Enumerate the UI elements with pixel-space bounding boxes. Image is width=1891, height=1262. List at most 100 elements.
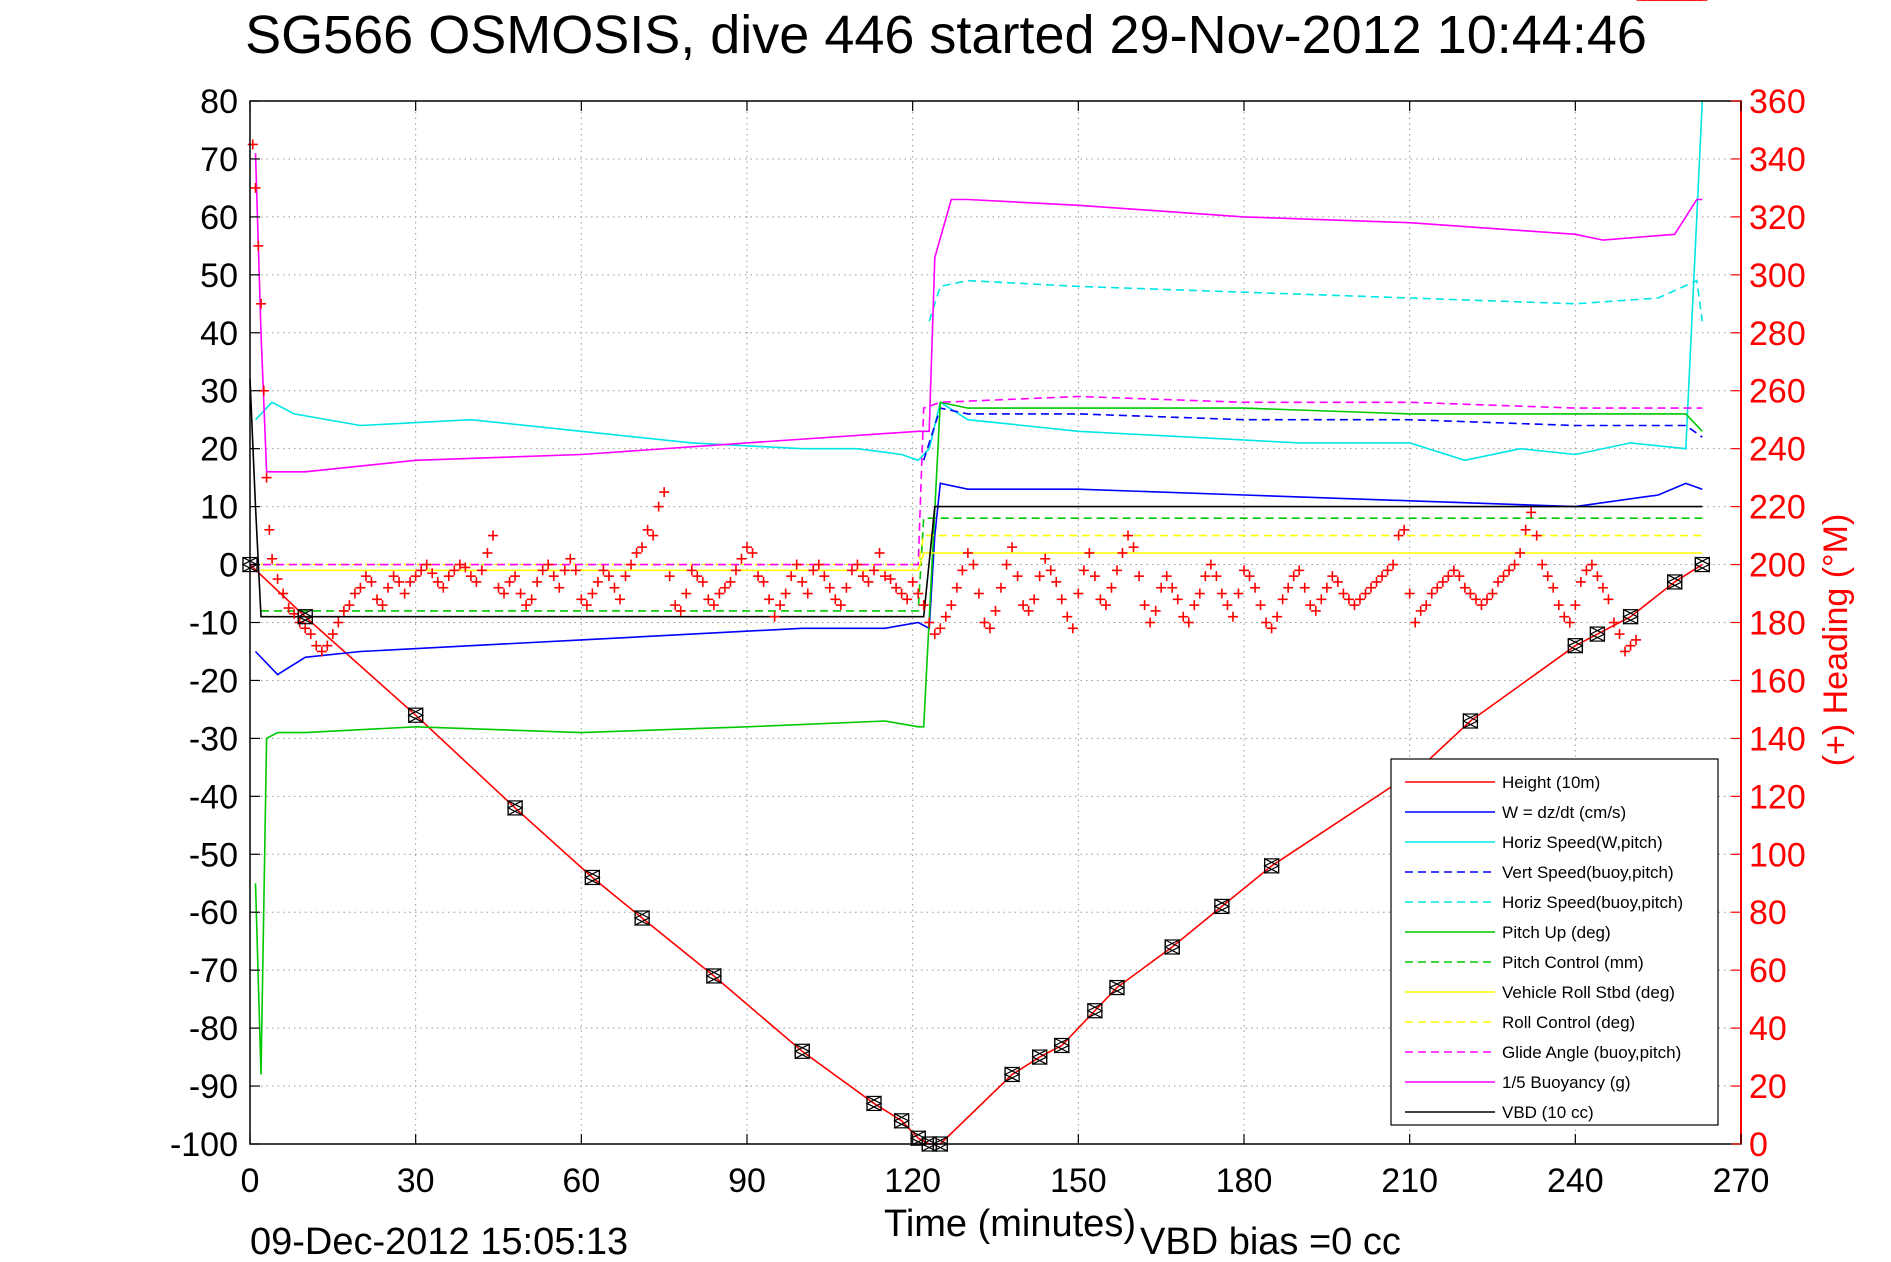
- tick-label-left: 10: [200, 489, 238, 527]
- legend-label: Roll Control (deg): [1502, 1013, 1635, 1032]
- series-line: [261, 534, 1703, 566]
- tick-label-x: 30: [397, 1162, 435, 1200]
- height-point: [1263, 857, 1280, 874]
- height-point: [1031, 1049, 1049, 1066]
- tick-label-x: 150: [1050, 1162, 1107, 1200]
- heading-point: [1288, 571, 1299, 582]
- tick-label-left: -80: [189, 1010, 238, 1048]
- height-point: [1053, 1037, 1071, 1054]
- tick-label-right: 260: [1749, 373, 1806, 411]
- tick-label-right: 160: [1749, 662, 1806, 700]
- heading-point: [300, 623, 311, 634]
- heading-point: [1448, 565, 1459, 576]
- tick-label-right: 0: [1749, 1126, 1768, 1164]
- height-point: [1163, 939, 1181, 955]
- heading-point: [1421, 600, 1432, 611]
- tick-label-right: 60: [1749, 952, 1787, 990]
- heading-point: [968, 559, 979, 570]
- heading-point: [780, 588, 791, 599]
- tick-label-x: 240: [1547, 1162, 1604, 1200]
- heading-point: [1437, 576, 1448, 587]
- heading-point: [261, 472, 272, 483]
- chart-title: SG566 OSMOSIS, dive 446 started 29-Nov-2…: [245, 5, 1647, 65]
- heading-point: [311, 640, 322, 651]
- heading-point: [1548, 582, 1559, 593]
- tick-label-right: 300: [1749, 257, 1806, 295]
- height-point: [705, 967, 723, 984]
- heading-point: [1117, 547, 1128, 558]
- heading-point: [377, 600, 388, 611]
- tick-label-right: 40: [1749, 1010, 1787, 1048]
- heading-point: [1227, 611, 1238, 622]
- heading-point: [1316, 594, 1327, 605]
- height-point: [1086, 1002, 1104, 1019]
- heading-point: [1321, 582, 1332, 593]
- heading-point: [1443, 571, 1454, 582]
- heading-point: [940, 611, 951, 622]
- heading-point: [576, 594, 587, 605]
- tick-label-right: 200: [1749, 547, 1806, 585]
- heading-point: [620, 571, 631, 582]
- height-point: [506, 799, 524, 816]
- heading-point: [256, 298, 267, 309]
- heading-point: [338, 605, 349, 616]
- heading-point: [487, 530, 498, 541]
- tick-label-left: -100: [170, 1126, 238, 1164]
- heading-point: [659, 487, 670, 498]
- heading-point: [250, 182, 261, 193]
- heading-point: [1167, 582, 1178, 593]
- legend: Height (10m) W = dz/dt (cm/s) Horiz Speed(…: [1390, 758, 1719, 1126]
- heading-point: [1631, 634, 1642, 645]
- heading-point: [786, 571, 797, 582]
- heading-point: [272, 574, 283, 585]
- heading-point: [344, 600, 355, 611]
- heading-point: [366, 576, 377, 587]
- legend-label: Height (10m): [1502, 773, 1600, 792]
- heading-point: [515, 588, 526, 599]
- tick-label-left: -10: [189, 605, 238, 643]
- heading-point: [758, 576, 769, 587]
- heading-point: [554, 582, 565, 593]
- legend-label: 1/5 Buoyancy (g): [1502, 1073, 1631, 1092]
- tick-label-right: 320: [1749, 199, 1806, 237]
- heading-point: [1603, 594, 1614, 605]
- heading-point: [631, 547, 642, 558]
- heading-point: [648, 530, 659, 541]
- heading-point: [1233, 588, 1244, 599]
- heading-point: [1327, 571, 1338, 582]
- heading-point: [626, 559, 637, 570]
- heading-point: [1570, 600, 1581, 611]
- height-point: [296, 608, 314, 625]
- legend-label: Pitch Up (deg): [1502, 923, 1611, 942]
- heading-point: [1382, 565, 1393, 576]
- heading-point: [1062, 611, 1073, 622]
- heading-point: [1012, 571, 1023, 582]
- x-axis-label: Time (minutes): [884, 1203, 1136, 1245]
- heading-point: [1277, 594, 1288, 605]
- heading-point: [454, 559, 465, 570]
- heading-point: [973, 588, 984, 599]
- heading-point: [1360, 588, 1371, 599]
- heading-point: [990, 605, 1001, 616]
- heading-point: [581, 600, 592, 611]
- heading-point: [504, 576, 515, 587]
- tick-label-left: 30: [200, 373, 238, 411]
- heading-point: [587, 588, 598, 599]
- heading-point: [1493, 576, 1504, 587]
- heading-point: [1299, 582, 1310, 593]
- heading-point: [1625, 640, 1636, 651]
- heading-point: [913, 588, 924, 599]
- tick-label-x: 90: [728, 1162, 766, 1200]
- heading-point: [493, 582, 504, 593]
- heading-point: [521, 600, 532, 611]
- height-point: [865, 1095, 883, 1112]
- heading-point: [1310, 605, 1321, 616]
- heading-point: [1481, 594, 1492, 605]
- heading-point: [1200, 571, 1211, 582]
- tick-label-left: -20: [189, 662, 238, 700]
- heading-point: [1343, 594, 1354, 605]
- heading-point: [714, 588, 725, 599]
- tick-label-right: 20: [1749, 1068, 1787, 1106]
- heading-point: [819, 571, 830, 582]
- heading-point: [808, 565, 819, 576]
